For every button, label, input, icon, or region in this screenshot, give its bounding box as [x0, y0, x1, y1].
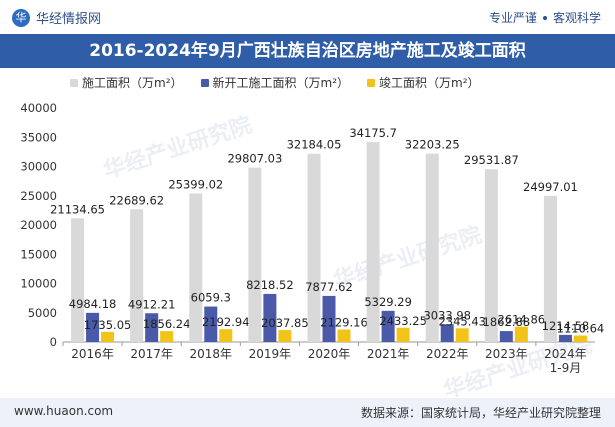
x-category-label: 2017年	[130, 347, 173, 361]
bar-1	[543, 195, 557, 342]
legend-item-new-start: 新开工施工面积（万m²）	[200, 74, 350, 91]
data-label-completed: 2037.85	[261, 316, 309, 330]
data-label-completed: 2614.86	[498, 313, 546, 327]
bar-2	[204, 306, 218, 342]
x-category-label: 1-9月	[550, 361, 582, 375]
data-label-construction: 34175.7	[349, 126, 397, 140]
data-label-new-start: 7877.62	[305, 280, 353, 294]
x-category-label: 2022年	[426, 347, 469, 361]
bar-3	[160, 331, 174, 342]
chart-title: 2016-2024年9月广西壮族自治区房地产施工及竣工面积	[89, 41, 526, 61]
data-label-new-start: 1862.88	[483, 315, 531, 329]
bar-3	[219, 329, 233, 342]
data-label-completed: 1856.24	[143, 317, 191, 331]
y-tick-label: 0	[50, 335, 57, 349]
x-category-label: 2016年	[71, 347, 114, 361]
legend-swatch-construction	[70, 78, 78, 87]
y-tick-label: 5000	[28, 306, 57, 320]
bar-3	[278, 330, 292, 342]
legend: 施工面积（万m²） 新开工施工面积（万m²） 竣工面积（万m²）	[70, 74, 480, 91]
data-label-new-start: 5329.29	[364, 295, 412, 309]
brand[interactable]: 华 华经情报网	[12, 8, 101, 27]
y-tick-label: 40000	[20, 101, 57, 115]
bar-1	[248, 167, 262, 342]
data-label-construction: 29531.87	[464, 153, 519, 167]
bar-2	[558, 334, 572, 342]
bar-2	[499, 331, 513, 342]
bar-3	[396, 327, 410, 342]
bar-3	[514, 326, 528, 342]
legend-swatch-new-start	[200, 78, 209, 87]
data-label-new-start: 3033.98	[423, 308, 471, 322]
bar-3	[455, 328, 469, 342]
bar-2	[381, 310, 395, 342]
data-label-construction: 32184.05	[287, 138, 342, 152]
x-category-label: 2019年	[249, 347, 292, 361]
bar-1	[307, 153, 321, 342]
title-bar: 2016-2024年9月广西壮族自治区房地产施工及竣工面积	[0, 34, 615, 68]
y-tick-label: 15000	[20, 247, 57, 261]
footer: www.huaon.com 数据来源：国家统计局，华经产业研究院整理	[0, 398, 615, 427]
x-category-label: 2021年	[367, 347, 410, 361]
bar-2	[440, 324, 454, 342]
data-label-construction: 25399.02	[168, 177, 223, 191]
bar-1	[130, 209, 144, 342]
data-source: 数据来源：国家统计局，华经产业研究院整理	[360, 406, 601, 420]
data-label-construction: 21134.65	[50, 202, 105, 216]
legend-item-construction: 施工面积（万m²）	[70, 74, 183, 91]
legend-item-completed: 竣工面积（万m²）	[367, 74, 480, 91]
bar-2	[145, 313, 159, 342]
bar-2	[86, 312, 100, 342]
brand-name: 华经情报网	[36, 12, 102, 27]
x-category-label: 2023年	[485, 347, 528, 361]
x-category-label: 2018年	[190, 347, 233, 361]
bar-1	[425, 153, 439, 342]
bar-1	[71, 218, 85, 342]
y-tick-label: 20000	[20, 218, 57, 232]
legend-label-completed: 竣工面积（万m²）	[379, 76, 480, 90]
legend-label-construction: 施工面积（万m²）	[82, 76, 183, 90]
y-tick-label: 35000	[20, 130, 57, 144]
x-category-label: 2024年	[544, 347, 587, 361]
data-label-new-start: 6059.3	[191, 291, 231, 305]
data-label-completed: 1110.64	[557, 322, 605, 336]
bar-2	[322, 295, 336, 342]
data-label-completed: 2345.43	[438, 314, 486, 328]
data-label-new-start: 1214.58	[542, 319, 590, 333]
slogan-left: 专业严谨	[488, 11, 537, 25]
brand-logo-icon: 华	[12, 8, 30, 27]
bar-chart: 0 5000 10000 15000 20000 25000 30000 35000 40000…	[20, 101, 605, 375]
slogan: 专业严谨 客观科学	[489, 9, 601, 26]
x-category-label: 2020年	[308, 347, 351, 361]
data-label-new-start: 4984.18	[69, 297, 117, 311]
bar-2	[263, 293, 277, 342]
y-tick-label: 30000	[20, 160, 57, 174]
data-label-construction: 24997.01	[523, 180, 578, 194]
slogan-right: 客观科学	[552, 11, 601, 25]
data-label-construction: 32203.25	[405, 138, 460, 152]
website-link[interactable]: www.huaon.com	[14, 404, 114, 418]
dot-separator-icon	[542, 15, 547, 20]
legend-label-new-start: 新开工施工面积（万m²）	[212, 76, 350, 90]
bar-1	[484, 169, 498, 342]
data-label-completed: 2192.94	[202, 315, 250, 329]
data-label-construction: 22689.62	[109, 193, 164, 207]
top-bar: 华 华经情报网 专业严谨 客观科学	[0, 0, 615, 34]
bar-1	[189, 193, 203, 342]
legend-swatch-completed	[367, 78, 376, 87]
y-tick-label: 10000	[20, 277, 57, 291]
bar-3	[337, 329, 351, 342]
data-label-new-start: 4912.21	[128, 297, 176, 311]
data-label-completed: 1735.05	[84, 318, 132, 332]
data-label-completed: 2129.16	[320, 316, 368, 330]
y-tick-label: 25000	[20, 189, 57, 203]
data-label-new-start: 8218.52	[246, 278, 294, 292]
bar-3	[573, 335, 587, 342]
data-label-construction: 29807.03	[227, 152, 282, 166]
bar-3	[101, 331, 115, 342]
bar-1	[366, 142, 380, 342]
data-label-completed: 2433.25	[379, 314, 427, 328]
